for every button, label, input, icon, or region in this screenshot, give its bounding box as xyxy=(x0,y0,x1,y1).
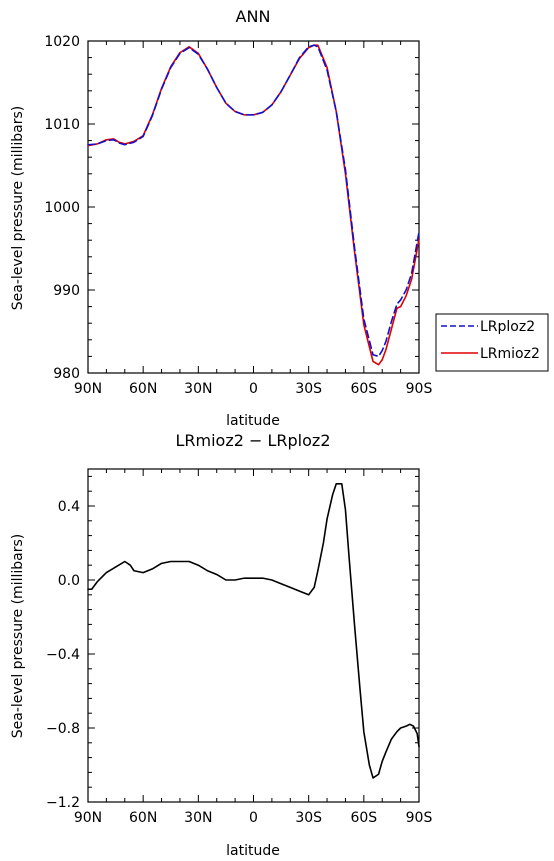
bottom-chart-y-tick-label: −0.8 xyxy=(46,721,80,737)
bottom-chart: LRmioz2 − LRploz2 Sea-level pressure (mi… xyxy=(10,431,432,859)
bottom-chart-series-line-difference xyxy=(87,483,420,779)
bottom-chart-x-tick-label: 60S xyxy=(350,810,377,826)
top-chart-y-axis-title: Sea-level pressure (millibars) xyxy=(10,106,26,310)
bottom-chart-y-tick-label: 0.4 xyxy=(58,499,80,515)
bottom-chart-title: LRmioz2 − LRploz2 xyxy=(175,431,330,450)
top-chart-plot-frame xyxy=(87,40,420,374)
top-chart-y-tick-label: 980 xyxy=(53,366,80,382)
bottom-chart-plot-frame xyxy=(87,468,420,803)
bottom-chart-y-axis-title: Sea-level pressure (millibars) xyxy=(10,534,26,738)
top-chart-series-line-lrploz2 xyxy=(87,44,420,358)
top-chart-x-axis-title: latitude xyxy=(226,413,280,429)
top-chart-x-tick-label: 90S xyxy=(406,381,433,397)
top-chart-y-tick-label: 1020 xyxy=(44,34,80,50)
bottom-chart-x-tick-label: 60N xyxy=(129,810,157,826)
bottom-chart-x-tick-label: 90N xyxy=(74,810,102,826)
legend-label-lrmioz2: LRmioz2 xyxy=(480,346,540,362)
bottom-chart-y-tick-label: −1.2 xyxy=(46,795,80,811)
top-chart-series-line-lrmioz2 xyxy=(87,44,420,366)
top-chart: ANN Sea-level pressure (millibars) latit… xyxy=(10,7,432,429)
bottom-chart-x-tick-label: 30S xyxy=(295,810,322,826)
top-chart-title: ANN xyxy=(236,7,271,26)
top-chart-x-tick-label: 60N xyxy=(129,381,157,397)
top-chart-y-tick-label: 990 xyxy=(53,283,80,299)
top-chart-x-tick-label: 0 xyxy=(249,381,258,397)
bottom-chart-y-tick-label: −0.4 xyxy=(46,647,80,663)
bottom-chart-x-tick-label: 30N xyxy=(184,810,212,826)
top-chart-y-tick-label: 1010 xyxy=(44,117,80,133)
legend-label-lrploz2: LRploz2 xyxy=(480,319,535,335)
bottom-chart-x-tick-label: 90S xyxy=(406,810,433,826)
legend-box xyxy=(435,313,549,372)
legend: LRploz2 LRmioz2 xyxy=(435,313,549,372)
top-chart-x-tick-label: 60S xyxy=(350,381,377,397)
top-chart-x-tick-label: 30S xyxy=(295,381,322,397)
top-chart-y-tick-label: 1000 xyxy=(44,200,80,216)
top-chart-x-tick-label: 90N xyxy=(74,381,102,397)
bottom-chart-y-tick-label: 0.0 xyxy=(58,573,80,589)
top-chart-x-tick-label: 30N xyxy=(184,381,212,397)
bottom-chart-x-axis-title: latitude xyxy=(226,843,280,859)
bottom-chart-x-tick-label: 0 xyxy=(249,810,258,826)
